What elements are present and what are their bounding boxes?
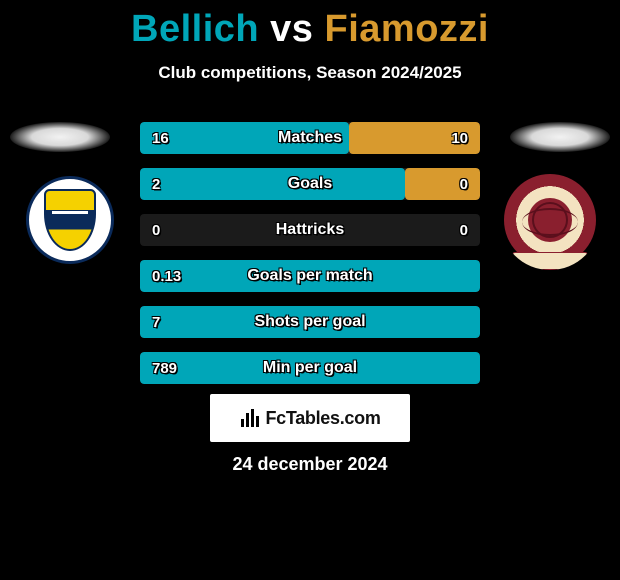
halo-left [10,122,110,152]
stat-row: Shots per goal7 [140,306,480,338]
stat-value-left: 789 [152,352,177,384]
halo-right [510,122,610,152]
stat-row: Min per goal789 [140,352,480,384]
stat-value-right: 0 [460,168,468,200]
stat-value-left: 0 [152,214,160,246]
stat-bars: Matches1610Goals20Hattricks00Goals per m… [140,122,480,398]
stat-value-right: 10 [451,122,468,154]
stat-label: Hattricks [140,214,480,246]
stat-row: Hattricks0 0 [140,214,480,246]
subtitle: Club competitions, Season 2024/2025 [0,63,620,83]
stat-value-left: 7 [152,306,160,338]
page-title: Bellich vs Fiamozzi [0,0,620,51]
stat-row: Matches16 10 [140,122,480,154]
stat-row: Goals2 0 [140,168,480,200]
reggiana-badge [504,174,596,266]
team-logo-left [20,170,120,270]
footer-date: 24 december 2024 [0,454,620,475]
stat-label: Goals [140,168,480,200]
title-vs: vs [270,8,313,50]
player2-name: Fiamozzi [325,8,489,50]
stat-label: Matches [140,122,480,154]
reggiana-ball-icon [528,198,572,242]
juve-stabia-badge [26,176,114,264]
stat-value-left: 2 [152,168,160,200]
fctables-mark-icon [239,407,261,429]
player1-name: Bellich [131,8,259,50]
stat-label: Min per goal [140,352,480,384]
stat-value-left: 16 [152,122,169,154]
brand-text: FcTables.com [265,408,380,429]
stat-value-right: 0 [460,214,468,246]
brand-badge: FcTables.com [210,394,410,442]
stat-value-left: 0.13 [152,260,181,292]
stat-label: Goals per match [140,260,480,292]
reggiana-banner-icon [512,252,588,270]
stat-row: Goals per match0.13 [140,260,480,292]
juve-stabia-shield-icon [44,189,96,251]
stat-label: Shots per goal [140,306,480,338]
team-logo-right [500,170,600,270]
comparison-card: Bellich vs Fiamozzi Club competitions, S… [0,0,620,580]
